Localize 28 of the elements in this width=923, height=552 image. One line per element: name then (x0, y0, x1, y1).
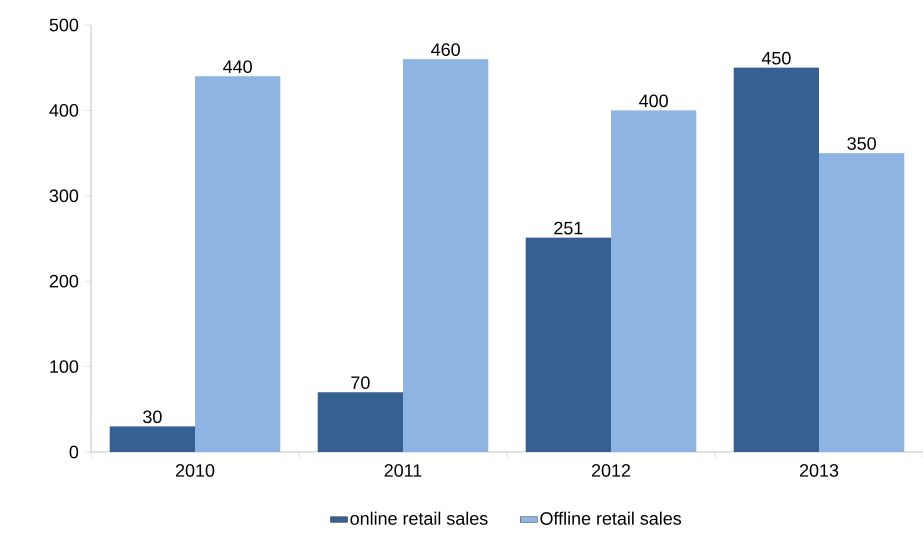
data-label: 70 (351, 376, 370, 390)
y-tick-label: 0 (70, 446, 78, 458)
legend-label: online retail sales (350, 512, 488, 525)
y-tick-label: 400 (49, 104, 78, 117)
data-label: 460 (431, 43, 460, 56)
bar (526, 238, 612, 452)
bar (195, 76, 280, 452)
bar (734, 68, 820, 452)
data-label: 30 (143, 410, 162, 424)
data-label: 400 (639, 94, 668, 108)
data-label: 450 (762, 52, 791, 64)
bar (819, 153, 904, 452)
x-tick-label: 2012 (592, 464, 630, 477)
x-tick-label: 2013 (800, 464, 838, 477)
data-label: 440 (223, 60, 252, 74)
x-tick-label: 2010 (176, 464, 214, 477)
bar (318, 392, 404, 452)
y-tick-label: 500 (50, 18, 78, 32)
y-tick-label: 300 (50, 189, 78, 202)
bar (611, 110, 696, 452)
y-tick-label: 200 (50, 274, 78, 288)
legend-label: Offline retail sales (540, 512, 682, 525)
data-label: 251 (554, 222, 582, 234)
bar (403, 59, 488, 452)
data-label: 350 (847, 137, 876, 150)
x-tick-label: 2011 (384, 464, 422, 477)
y-tick-label: 100 (50, 360, 78, 373)
bar (110, 426, 196, 452)
